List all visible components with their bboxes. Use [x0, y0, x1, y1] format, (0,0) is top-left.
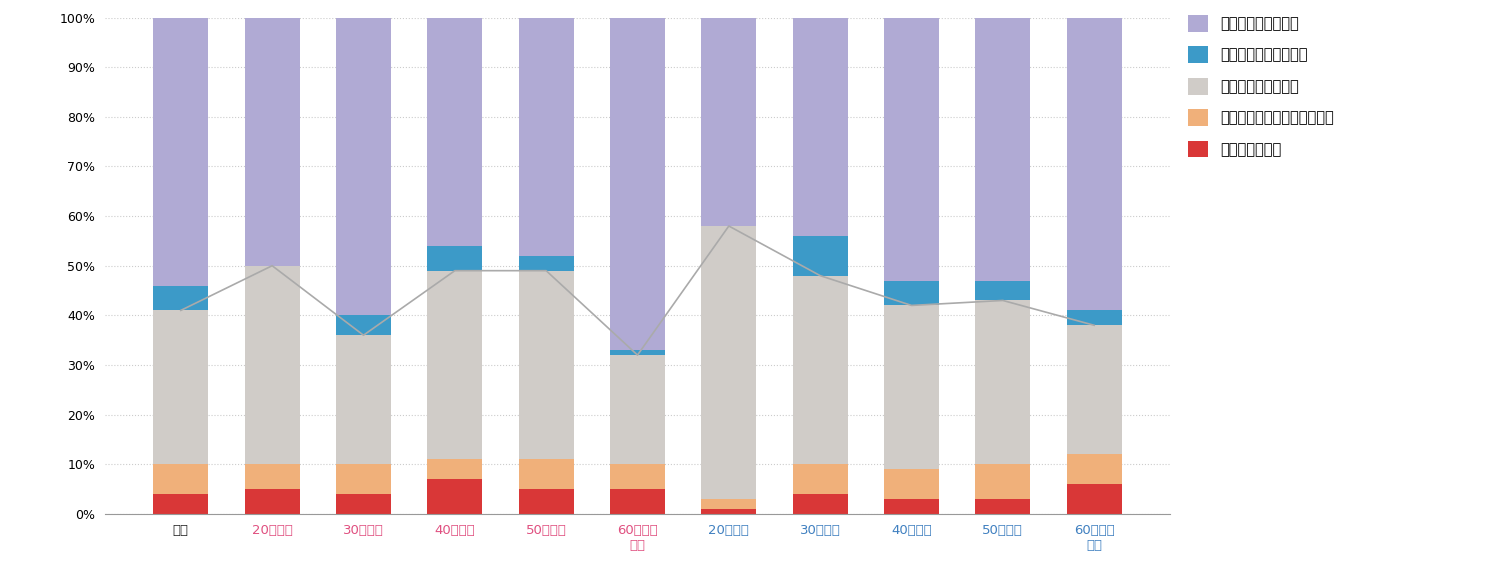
Bar — [975, 300, 1030, 464]
Bar — [884, 18, 939, 280]
Bar — [1066, 18, 1122, 311]
Bar — [794, 494, 847, 514]
Bar — [884, 305, 939, 470]
Bar — [519, 256, 573, 271]
Bar — [884, 499, 939, 514]
Bar — [610, 489, 664, 514]
Bar — [975, 464, 1030, 499]
Bar — [427, 459, 482, 479]
Bar — [1066, 484, 1122, 514]
Bar — [702, 226, 756, 499]
Bar — [610, 355, 664, 464]
Bar — [610, 18, 664, 350]
Bar — [519, 489, 573, 514]
Bar — [702, 499, 756, 509]
Bar — [336, 18, 392, 315]
Bar — [1066, 311, 1122, 325]
Bar — [153, 494, 209, 514]
Bar — [427, 246, 482, 271]
Bar — [519, 18, 573, 256]
Bar — [244, 18, 300, 266]
Bar — [336, 464, 392, 494]
Bar — [519, 459, 573, 489]
Bar — [794, 236, 847, 276]
Bar — [1066, 325, 1122, 454]
Bar — [244, 489, 300, 514]
Bar — [244, 266, 300, 464]
Bar — [153, 18, 209, 286]
Bar — [975, 499, 1030, 514]
Legend: 全く利用したくない, あまり利用したくない, どちらとも言えない, どちらかと言えば利用したい, ぜひ利用したい: 全く利用したくない, あまり利用したくない, どちらとも言えない, どちらかと言… — [1188, 15, 1334, 158]
Bar — [884, 280, 939, 305]
Bar — [153, 311, 209, 464]
Bar — [336, 494, 392, 514]
Bar — [702, 509, 756, 514]
Bar — [794, 18, 847, 236]
Bar — [519, 271, 573, 459]
Bar — [153, 286, 209, 311]
Bar — [427, 271, 482, 459]
Bar — [884, 470, 939, 499]
Bar — [1066, 454, 1122, 484]
Bar — [610, 464, 664, 489]
Bar — [610, 350, 664, 355]
Bar — [244, 464, 300, 489]
Bar — [336, 335, 392, 464]
Bar — [794, 276, 847, 464]
Bar — [427, 479, 482, 514]
Bar — [153, 464, 209, 494]
Bar — [427, 18, 482, 246]
Bar — [794, 464, 847, 494]
Bar — [975, 18, 1030, 280]
Bar — [336, 315, 392, 335]
Bar — [702, 18, 756, 226]
Bar — [975, 280, 1030, 300]
